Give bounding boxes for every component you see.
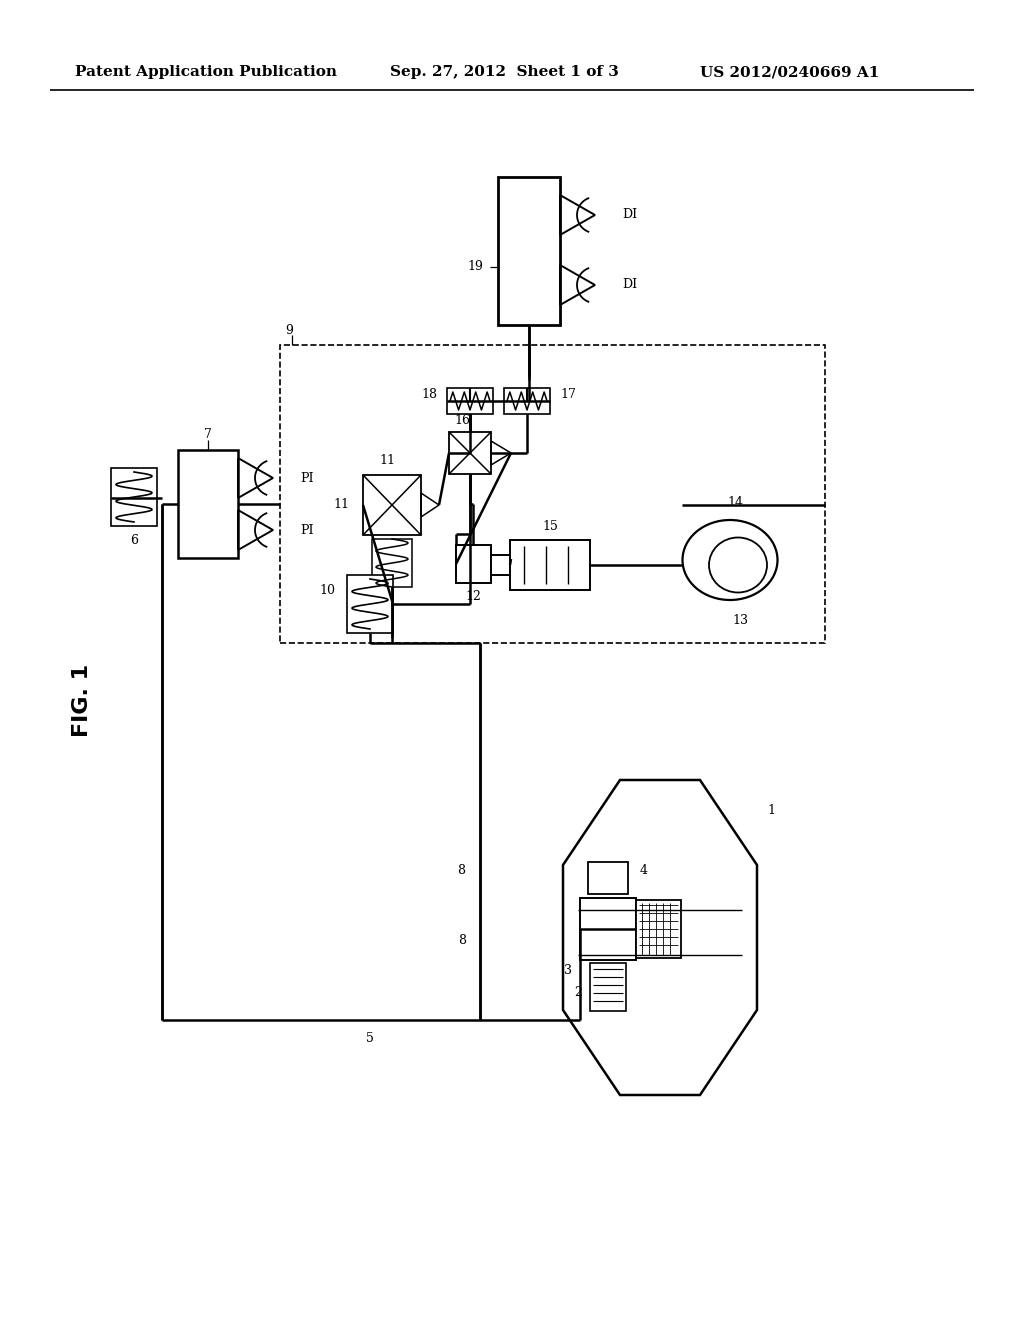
Text: Sep. 27, 2012  Sheet 1 of 3: Sep. 27, 2012 Sheet 1 of 3 bbox=[390, 65, 618, 79]
Bar bbox=[498, 177, 560, 325]
Text: FIG. 1: FIG. 1 bbox=[72, 664, 92, 737]
Bar bbox=[510, 540, 590, 590]
Ellipse shape bbox=[709, 537, 767, 593]
Text: 15: 15 bbox=[542, 520, 558, 533]
Text: 14: 14 bbox=[727, 495, 743, 508]
Bar bbox=[490, 554, 511, 576]
Text: 11: 11 bbox=[379, 454, 395, 467]
Text: 12: 12 bbox=[465, 590, 481, 603]
Text: 5: 5 bbox=[366, 1031, 374, 1044]
Text: 11: 11 bbox=[333, 499, 349, 511]
Text: 9: 9 bbox=[285, 323, 293, 337]
Bar bbox=[111, 469, 157, 525]
Text: 13: 13 bbox=[732, 614, 748, 627]
Bar bbox=[347, 576, 393, 634]
Text: 16: 16 bbox=[454, 413, 470, 426]
Bar bbox=[447, 388, 493, 414]
Text: DI: DI bbox=[622, 279, 637, 292]
Text: Patent Application Publication: Patent Application Publication bbox=[75, 65, 337, 79]
Text: 3: 3 bbox=[564, 964, 572, 977]
Text: 17: 17 bbox=[560, 388, 575, 400]
Text: DI: DI bbox=[622, 209, 637, 222]
Text: 2: 2 bbox=[574, 986, 582, 999]
Bar bbox=[178, 450, 238, 558]
Bar bbox=[588, 862, 628, 894]
Text: PI: PI bbox=[300, 524, 313, 536]
Bar bbox=[636, 900, 681, 958]
Bar bbox=[449, 432, 490, 474]
Bar bbox=[280, 345, 825, 643]
Bar bbox=[504, 388, 550, 414]
Text: 18: 18 bbox=[421, 388, 437, 400]
Text: US 2012/0240669 A1: US 2012/0240669 A1 bbox=[700, 65, 880, 79]
Bar bbox=[456, 545, 490, 583]
Text: 8: 8 bbox=[457, 863, 465, 876]
Bar bbox=[372, 539, 412, 587]
Text: 7: 7 bbox=[204, 429, 212, 441]
Text: 6: 6 bbox=[130, 533, 138, 546]
Text: 1: 1 bbox=[767, 804, 775, 817]
Text: 8: 8 bbox=[458, 933, 466, 946]
Text: 19: 19 bbox=[467, 260, 483, 273]
Bar bbox=[580, 898, 636, 960]
Bar bbox=[362, 475, 421, 535]
Ellipse shape bbox=[683, 520, 777, 601]
Bar bbox=[590, 964, 626, 1011]
Text: 4: 4 bbox=[640, 863, 648, 876]
Text: 10: 10 bbox=[319, 583, 335, 597]
Text: PI: PI bbox=[300, 471, 313, 484]
